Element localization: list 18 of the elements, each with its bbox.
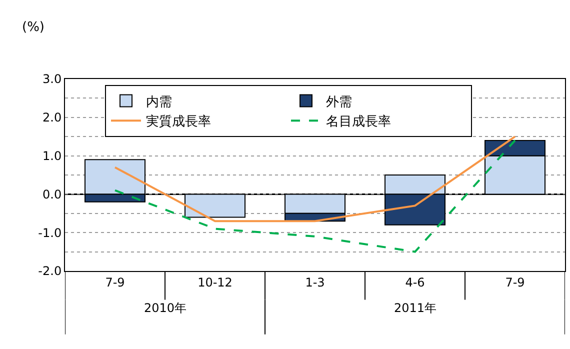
legend-label: 外需 [326, 94, 352, 110]
x-tick-label: 10-12 [198, 275, 232, 290]
x-tick-label: 4-6 [405, 275, 425, 290]
text: 2010年 [144, 301, 187, 315]
x-tick-label: 7-9 [505, 275, 525, 290]
legend-label: 名目成長率 [326, 114, 391, 130]
text: 2011年 [394, 301, 437, 315]
y-tick-label: -2.0 [38, 264, 62, 278]
y-tick-label: 1.0 [42, 149, 62, 163]
legend-label: 内需 [146, 94, 172, 110]
y-axis-title: (%) [22, 20, 44, 35]
y-tick-label: 2.0 [42, 110, 62, 125]
y-tick-label: 3.0 [42, 72, 62, 86]
y-tick-label: 0.0 [42, 187, 62, 202]
x-tick-label: 7-9 [105, 275, 125, 290]
y-tick-label: -1.0 [38, 226, 62, 240]
legend-label: 実質成長率 [146, 114, 211, 130]
x-tick-label: 1-3 [305, 275, 325, 290]
